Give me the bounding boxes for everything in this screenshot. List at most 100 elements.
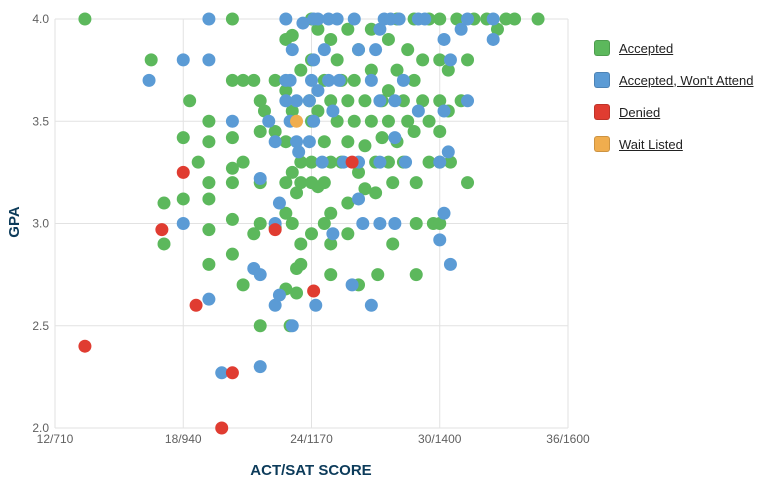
point-accepted-won-t-attend (272, 288, 286, 302)
legend: Accepted Accepted, Won't Attend Denied Wait… (594, 32, 754, 160)
point-accepted (386, 237, 400, 251)
point-accepted (409, 268, 423, 282)
point-accepted-won-t-attend (461, 94, 475, 108)
point-accepted-won-t-attend (433, 233, 447, 247)
point-accepted (294, 155, 308, 169)
legend-swatch (594, 40, 610, 56)
point-accepted-won-t-attend (373, 22, 387, 36)
legend-label: Denied (619, 104, 661, 120)
point-accepted-won-t-attend (215, 366, 229, 380)
point-denied (215, 421, 229, 435)
point-accepted-won-t-attend (364, 73, 378, 87)
point-accepted (253, 319, 267, 333)
point-accepted (294, 63, 308, 77)
point-accepted (268, 73, 282, 87)
point-accepted-won-t-attend (443, 257, 457, 271)
point-accepted-won-t-attend (356, 217, 370, 230)
point-accepted (490, 22, 504, 36)
point-accepted-won-t-attend (441, 145, 455, 159)
point-accepted (202, 192, 216, 206)
point-accepted-won-t-attend (302, 135, 316, 149)
point-accepted-won-t-attend (364, 298, 378, 312)
point-accepted (401, 114, 415, 128)
point-accepted-won-t-attend (352, 43, 366, 57)
point-accepted (375, 131, 389, 145)
point-accepted (433, 53, 447, 67)
point-accepted-won-t-attend (272, 196, 286, 210)
point-accepted (364, 63, 378, 77)
point-accepted-won-t-attend (307, 53, 321, 67)
point-accepted-won-t-attend (315, 155, 329, 169)
point-accepted-won-t-attend (296, 16, 310, 30)
point-accepted (416, 53, 430, 67)
point-accepted-won-t-attend (305, 73, 318, 87)
point-accepted (401, 43, 415, 57)
point-accepted-won-t-attend (486, 12, 500, 26)
point-accepted (341, 196, 355, 210)
point-accepted (369, 186, 383, 200)
point-accepted (324, 206, 338, 220)
point-accepted (433, 12, 447, 26)
point-accepted (317, 176, 331, 190)
point-accepted (390, 63, 404, 77)
point-accepted (341, 227, 355, 241)
point-accepted (407, 73, 421, 87)
point-accepted (285, 104, 299, 118)
point-accepted (409, 217, 423, 230)
point-accepted (279, 84, 293, 98)
point-denied (78, 339, 92, 353)
legend-item[interactable]: Accepted (594, 32, 754, 64)
point-accepted-won-t-attend (322, 73, 336, 87)
y-tick-label: 4.0 (32, 12, 49, 26)
point-denied (176, 165, 190, 179)
point-accepted (317, 217, 331, 230)
point-accepted (157, 196, 171, 210)
point-accepted (352, 165, 366, 179)
point-accepted-won-t-attend (411, 104, 425, 118)
point-accepted-won-t-attend (290, 94, 304, 108)
point-accepted-won-t-attend (454, 22, 468, 36)
y-tick-label: 3.5 (32, 114, 49, 128)
point-accepted (324, 237, 338, 251)
point-accepted (450, 12, 464, 26)
point-accepted (441, 63, 455, 77)
point-accepted (407, 124, 421, 138)
point-accepted (225, 12, 239, 26)
point-accepted (279, 206, 293, 220)
x-tick-label: 24/1170 (290, 432, 333, 446)
point-accepted-won-t-attend (373, 94, 387, 108)
point-accepted (358, 139, 372, 153)
point-accepted (236, 155, 250, 169)
point-accepted-won-t-attend (279, 12, 293, 26)
point-accepted-won-t-attend (388, 217, 402, 230)
point-accepted (78, 12, 92, 26)
point-accepted (461, 176, 475, 190)
point-denied (189, 298, 203, 312)
point-accepted-won-t-attend (253, 360, 267, 374)
x-tick-label: 12/710 (37, 432, 74, 446)
point-accepted (330, 53, 344, 67)
point-accepted-won-t-attend (388, 94, 402, 108)
point-accepted-won-t-attend (326, 104, 340, 118)
point-accepted (311, 104, 325, 118)
x-tick-label: 36/1600 (546, 432, 590, 446)
legend-swatch (594, 72, 610, 88)
point-accepted (285, 165, 299, 179)
legend-item[interactable]: Accepted, Won't Attend (594, 64, 754, 96)
point-accepted-won-t-attend (302, 94, 316, 108)
point-accepted (191, 155, 205, 169)
point-accepted (225, 176, 239, 190)
point-accepted (341, 135, 355, 149)
point-accepted (247, 73, 261, 87)
point-accepted (236, 73, 250, 87)
point-accepted (225, 212, 239, 226)
legend-item[interactable]: Denied (594, 96, 754, 128)
point-accepted (202, 176, 216, 190)
legend-item[interactable]: Wait Listed (594, 128, 754, 160)
point-accepted (225, 73, 239, 87)
point-accepted (422, 155, 436, 169)
point-accepted (443, 155, 457, 169)
point-accepted (409, 176, 423, 190)
point-accepted (294, 237, 308, 251)
legend-label: Accepted, Won't Attend (619, 72, 754, 88)
